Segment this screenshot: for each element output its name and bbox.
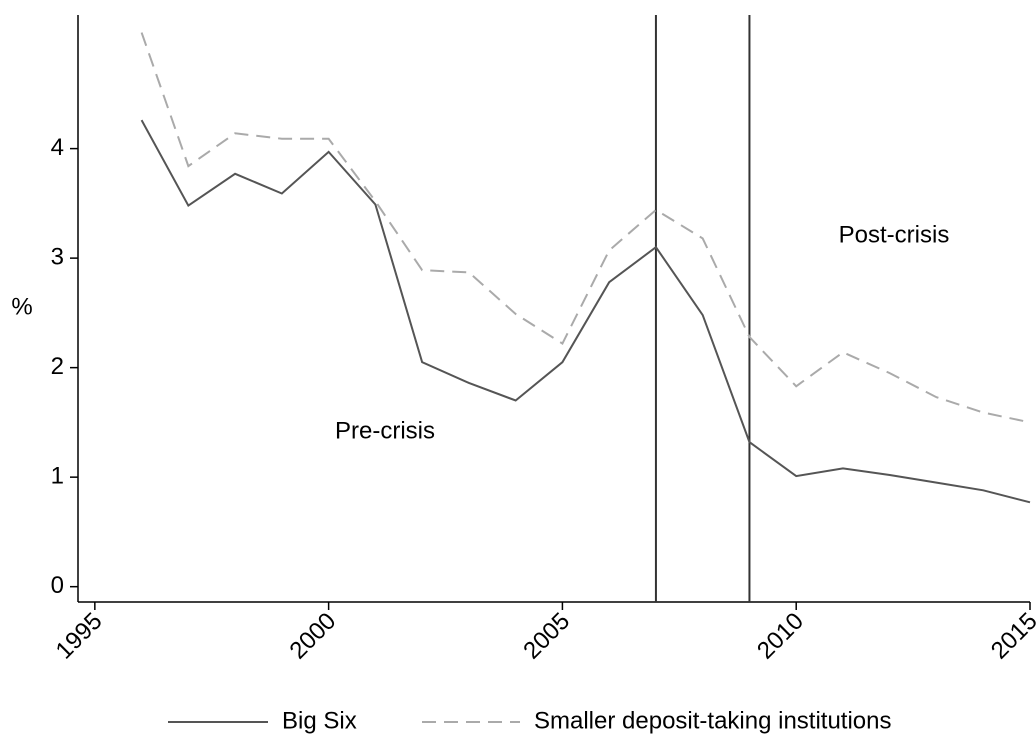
legend-label: Big Six	[282, 707, 357, 734]
x-tick-label: 2010	[752, 608, 809, 665]
x-tick-label: 2005	[518, 608, 575, 665]
x-tick-label: 2000	[285, 608, 342, 665]
y-tick-label: 0	[51, 572, 64, 599]
x-tick-label: 1995	[51, 608, 108, 665]
y-axis-label: %	[11, 293, 32, 320]
line-series	[140, 119, 1031, 504]
annotation: Pre-crisis	[335, 417, 435, 444]
annotation: Post-crisis	[839, 221, 950, 248]
y-tick-label: 4	[51, 134, 64, 161]
x-tick-label: 2015	[986, 608, 1036, 665]
y-tick-label: 3	[51, 243, 64, 270]
line-series	[140, 32, 1031, 424]
y-tick-label: 1	[51, 462, 64, 489]
y-tick-label: 2	[51, 353, 64, 380]
legend-label: Smaller deposit-taking institutions	[534, 707, 892, 734]
